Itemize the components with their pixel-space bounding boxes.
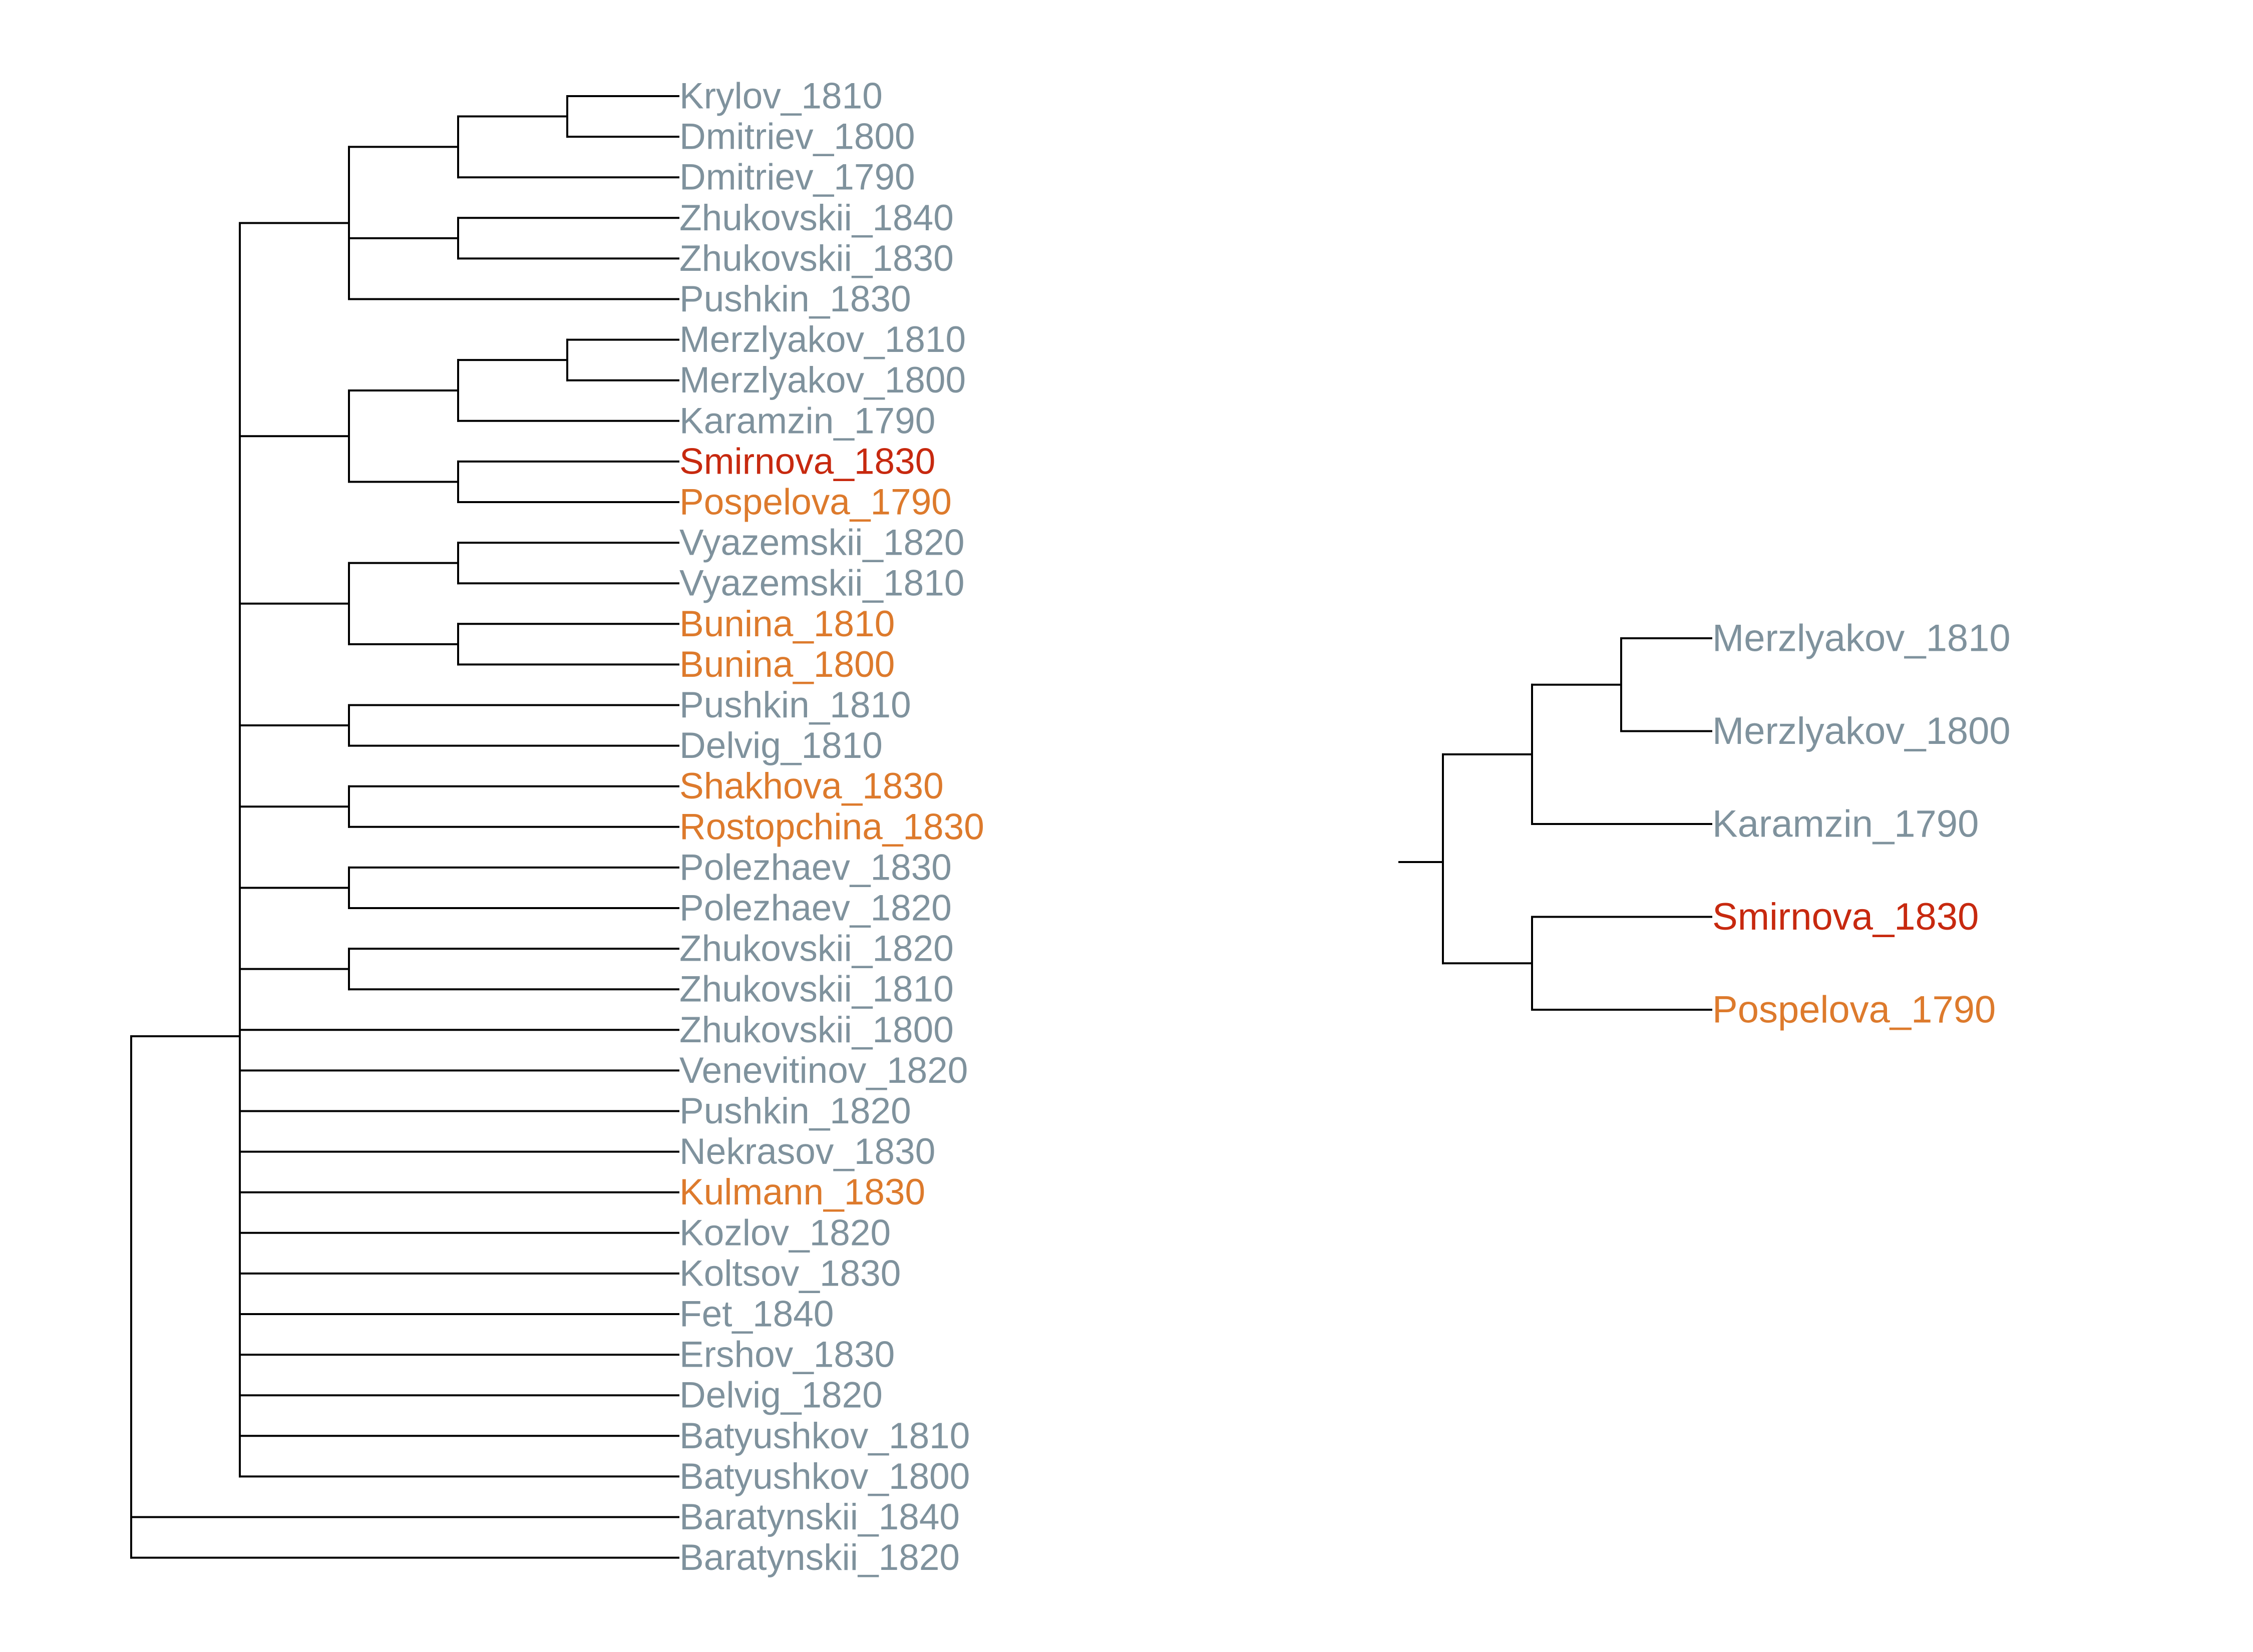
leaf-label: Zhukovskii_1840 [679, 198, 954, 238]
leaf-label: Vyazemskii_1810 [679, 563, 964, 604]
leaf-label: Karamzin_1790 [1712, 803, 1979, 846]
leaf-label: Venevitinov_1820 [679, 1050, 968, 1091]
leaf-label: Rostopchina_1830 [679, 806, 984, 847]
leaf-label: Merzlyakov_1800 [1712, 710, 2011, 752]
leaf-label: Pushkin_1810 [679, 685, 911, 725]
leaf-label: Baratynskii_1840 [679, 1497, 960, 1537]
leaf-label: Smirnova_1830 [679, 441, 935, 482]
leaf-label: Batyushkov_1800 [679, 1456, 970, 1497]
leaf-label: Delvig_1820 [679, 1375, 883, 1416]
leaf-label: Zhukovskii_1800 [679, 1010, 954, 1050]
leaf-label: Baratynskii_1820 [679, 1537, 960, 1578]
leaf-label: Nekrasov_1830 [679, 1131, 935, 1172]
leaf-label: Karamzin_1790 [679, 400, 935, 441]
leaf-label: Vyazemskii_1820 [679, 523, 964, 563]
leaf-label: Kozlov_1820 [679, 1212, 891, 1253]
leaf-label: Dmitriev_1790 [679, 157, 915, 198]
leaf-label: Polezhaev_1820 [679, 888, 952, 929]
leaf-label: Polezhaev_1830 [679, 847, 952, 888]
leaf-label: Ershov_1830 [679, 1335, 895, 1375]
leaf-label: Bunina_1800 [679, 644, 895, 685]
leaf-label: Krylov_1810 [679, 76, 883, 117]
leaf-label: Bunina_1810 [679, 604, 895, 644]
leaf-label: Dmitriev_1800 [679, 117, 915, 157]
leaf-label: Kulmann_1830 [679, 1172, 925, 1212]
leaf-label: Pospelova_1790 [679, 482, 952, 523]
leaf-label: Zhukovskii_1830 [679, 238, 954, 279]
leaf-label: Pospelova_1790 [1712, 989, 1996, 1031]
subtree-dendrogram: Merzlyakov_1810 Merzlyakov_1800 Karamzin_1… [1398, 617, 2011, 1031]
leaf-label: Merzlyakov_1800 [679, 360, 966, 400]
leaf-label: Merzlyakov_1810 [679, 319, 966, 360]
leaf-label: Batyushkov_1810 [679, 1416, 970, 1456]
leaf-label: Shakhova_1830 [679, 766, 944, 806]
leaf-label: Delvig_1810 [679, 725, 883, 766]
leaf-label: Pushkin_1830 [679, 279, 911, 319]
leaf-label: Zhukovskii_1820 [679, 929, 954, 969]
leaf-label: Smirnova_1830 [1712, 896, 1979, 938]
leaf-label: Koltsov_1830 [679, 1253, 901, 1294]
leaf-label: Zhukovskii_1810 [679, 969, 954, 1010]
leaf-label: Fet_1840 [679, 1294, 834, 1335]
leaf-label: Pushkin_1820 [679, 1091, 911, 1131]
leaf-label: Merzlyakov_1810 [1712, 617, 2011, 660]
full-dendrogram: Krylov_1810Dmitriev_1800Dmitriev_1790Zhu… [130, 76, 984, 1578]
